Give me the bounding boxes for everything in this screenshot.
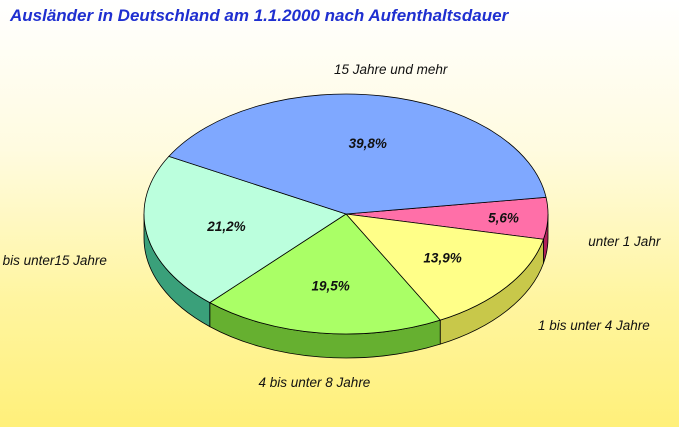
value-label-3: 21,2% [206, 219, 245, 234]
value-label-1: 13,9% [423, 251, 461, 266]
value-label-2: 19,5% [311, 278, 349, 293]
category-labels: unter 1 Jahr 1 bis unter 4 Jahre 4 bis unt… [0, 62, 661, 390]
category-label-2: 4 bis unter 8 Jahre [259, 375, 371, 390]
value-label-0: 5,6% [488, 210, 519, 225]
category-label-3: 8 bis unter15 Jahre [0, 253, 107, 268]
category-label-4: 15 Jahre und mehr [334, 62, 448, 77]
pie-slice-1 [344, 213, 545, 321]
category-label-1: 1 bis unter 4 Jahre [538, 318, 650, 333]
pie-slice-4 [168, 93, 547, 215]
chart-title: Ausländer in Deutschland am 1.1.2000 nac… [10, 6, 509, 25]
value-labels: 5,6% 13,9% 19,5% 21,2% 39,8% [206, 136, 519, 293]
value-label-4: 39,8% [349, 136, 387, 151]
category-label-0: unter 1 Jahr [588, 234, 661, 249]
pie-slice-3 [143, 155, 347, 304]
pie-slice-2 [209, 213, 441, 335]
pie-slices [143, 93, 549, 335]
